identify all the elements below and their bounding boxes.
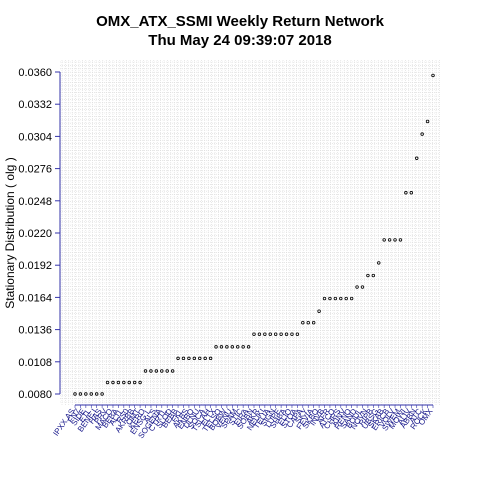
data-point: [317, 309, 321, 313]
data-point: [154, 369, 159, 373]
data-point: [284, 332, 289, 336]
data-points: [73, 73, 435, 396]
data-point: [241, 345, 245, 349]
y-tick-label: 0.0164: [18, 292, 52, 304]
data-point: [181, 356, 186, 361]
data-point: [311, 321, 316, 325]
data-point: [339, 296, 343, 301]
data-point: [165, 369, 169, 373]
data-point: [404, 191, 408, 195]
data-point: [322, 296, 327, 301]
data-point: [127, 380, 131, 385]
data-point: [431, 73, 435, 78]
chart-title-line-1: OMX_ATX_SSMI Weekly Return Network: [96, 13, 384, 30]
y-tick-label: 0.0276: [18, 164, 52, 176]
data-point: [105, 380, 110, 385]
data-point: [268, 332, 272, 336]
data-point: [132, 380, 137, 385]
data-point: [111, 380, 115, 385]
data-point: [176, 356, 180, 361]
data-point: [94, 392, 99, 396]
data-point: [160, 369, 164, 373]
data-point: [290, 332, 294, 336]
data-point: [377, 261, 381, 265]
data-point: [344, 296, 348, 301]
data-point: [420, 132, 424, 136]
data-point: [170, 369, 175, 373]
data-point: [382, 238, 386, 242]
data-point: [425, 119, 430, 124]
chart-title-line-2: Thu May 24 09:39:07 2018: [148, 32, 332, 49]
data-point: [398, 238, 403, 242]
data-point: [203, 356, 207, 361]
data-point: [263, 332, 267, 336]
data-point: [360, 285, 365, 289]
y-tick-label: 0.0136: [18, 325, 52, 337]
grid: [60, 60, 440, 405]
chart-title: OMX_ATX_SSMI Weekly Return Network Thu M…: [0, 12, 480, 50]
data-point: [84, 392, 88, 396]
y-tick-label: 0.0332: [18, 99, 52, 111]
data-point: [279, 332, 283, 336]
y-tick-label: 0.0080: [18, 389, 52, 401]
y-tick-label: 0.0360: [18, 67, 52, 79]
y-tick-label: 0.0220: [18, 228, 52, 240]
y-tick-label: 0.0248: [18, 196, 52, 208]
data-point: [387, 238, 392, 242]
data-point: [252, 332, 256, 336]
data-point: [306, 321, 310, 325]
data-point: [246, 345, 251, 349]
x-axis: IPXX.ASFN7SIDEETLBENE.IHASPRVMACOBEBAALT…: [51, 404, 435, 440]
y-tick-label: 0.0108: [18, 357, 52, 369]
data-point: [192, 356, 197, 361]
data-point: [415, 156, 419, 160]
data-point: [236, 345, 240, 349]
data-point: [214, 345, 218, 349]
data-point: [89, 392, 93, 396]
y-axis: 0.0080 0.0108 0.0136 0.0164 0.0192 0.0220 0.02…: [18, 67, 61, 401]
data-point: [225, 345, 229, 349]
data-point: [122, 380, 126, 385]
data-point: [78, 392, 83, 396]
data-point: [100, 392, 104, 396]
data-point: [301, 321, 305, 325]
data-point: [393, 238, 397, 242]
data-point: [208, 356, 213, 361]
data-point: [333, 296, 338, 301]
y-axis-label: Stationary Distribution ( olg ): [3, 157, 17, 308]
data-point: [187, 356, 191, 361]
data-point: [371, 273, 376, 278]
data-point: [116, 380, 121, 385]
data-point: [328, 296, 332, 301]
data-point: [230, 345, 235, 349]
data-point: [355, 285, 359, 289]
data-point: [73, 392, 77, 396]
data-point: [257, 332, 262, 336]
data-point: [198, 356, 202, 361]
data-point: [138, 380, 142, 385]
y-tick-label: 0.0192: [18, 260, 52, 272]
data-point: [273, 332, 278, 336]
data-point: [295, 332, 300, 336]
data-point: [143, 369, 148, 373]
data-point: [409, 191, 414, 195]
data-point: [349, 296, 354, 301]
data-point: [219, 345, 224, 349]
y-tick-label: 0.0304: [18, 131, 52, 143]
data-point: [366, 273, 370, 278]
data-point: [149, 369, 153, 373]
